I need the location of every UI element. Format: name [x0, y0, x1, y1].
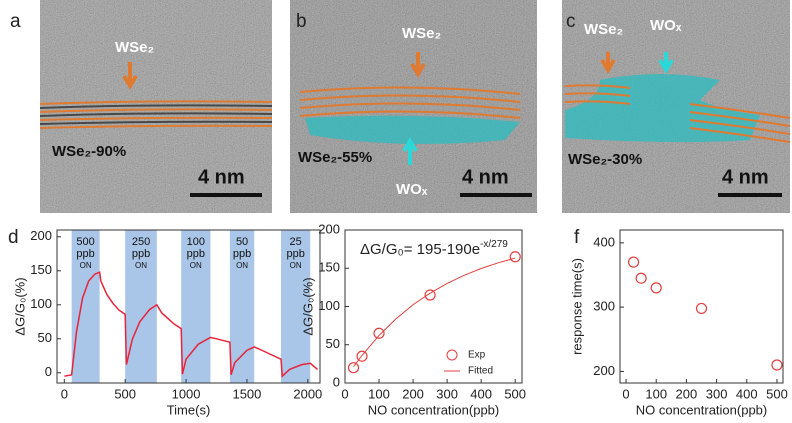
x-tick-label: 0: [341, 386, 348, 401]
x-tick-label: 500: [504, 386, 526, 401]
x-tick-label: 200: [402, 386, 424, 401]
interval-label: 250: [132, 236, 150, 248]
oxide-label: WOₓ: [650, 17, 682, 34]
interval-label: ON: [80, 261, 92, 270]
on-interval: [125, 230, 157, 383]
on-interval: [229, 230, 255, 383]
y-tick-label: 0: [333, 374, 340, 389]
y-tick-label: 150: [30, 262, 52, 277]
x-tick-label: 100: [368, 386, 390, 401]
data-point: [356, 350, 368, 362]
interval-label: 25: [290, 236, 302, 248]
y-axis-title: ΔG/G₀(%): [12, 277, 27, 335]
legend-label: Fitted: [468, 366, 493, 377]
x-tick-label: 1500: [232, 386, 261, 401]
data-line: [353, 257, 516, 368]
y-axis-title: response time(s): [569, 258, 584, 355]
x-tick-label: 500: [114, 386, 136, 401]
panel-label: d: [8, 227, 19, 248]
interval-label: ppb: [233, 248, 251, 260]
on-interval: [71, 230, 100, 383]
panel-label: a: [10, 11, 21, 32]
interval-label: ppb: [187, 248, 205, 260]
data-line: [64, 271, 319, 378]
data-point: [635, 272, 647, 284]
data-point: [424, 289, 436, 301]
y-tick-label: 400: [593, 234, 615, 249]
y-tick-label: 200: [593, 363, 615, 378]
y-tick-label: 50: [38, 330, 52, 345]
interval-label: ppb: [76, 248, 94, 260]
interval-label: ON: [135, 261, 147, 270]
x-tick-label: 400: [470, 386, 492, 401]
interval-label: 100: [187, 236, 205, 248]
x-axis-title: NO concentration(ppb): [636, 402, 768, 417]
tem-image-c: [562, 0, 791, 213]
tem-image-b: [290, 0, 537, 213]
on-interval: [281, 230, 311, 383]
interval-label: ON: [236, 261, 248, 270]
interval-label: ON: [190, 261, 202, 270]
x-tick-label: 300: [436, 386, 458, 401]
data-point: [373, 327, 385, 339]
fit-equation-exponent: -x/279: [480, 239, 508, 250]
data-point: [509, 251, 521, 263]
x-tick-label: 400: [736, 386, 758, 401]
x-tick-label: 100: [645, 386, 667, 401]
plot-frame: [56, 229, 321, 384]
layer-label: WSe₂: [402, 25, 441, 42]
composition-label: WSe₂-55%: [298, 149, 372, 166]
x-tick-label: 0: [622, 386, 629, 401]
legend-swatch: [446, 349, 458, 361]
y-tick-label: 0: [45, 364, 52, 379]
panel-label: b: [296, 11, 307, 32]
fit-equation: ΔG/G₀= 195-190e-x/279: [360, 239, 508, 258]
data-point: [650, 282, 662, 294]
layer-label: WSe₂: [115, 39, 154, 56]
y-tick-label: 300: [593, 299, 615, 314]
y-axis-title: ΔG/G₀(%): [300, 277, 315, 335]
data-point: [627, 256, 640, 268]
legend-label: Exp: [468, 350, 486, 361]
layer-label: WSe₂: [584, 21, 623, 38]
data-point: [347, 362, 360, 374]
interval-label: ppb: [132, 248, 150, 260]
panel-label: f: [574, 227, 580, 248]
tem-image-a: [39, 0, 273, 213]
composition-label: WSe₂-90%: [52, 143, 126, 160]
x-tick-label: 200: [676, 386, 698, 401]
y-tick-label: 100: [30, 296, 52, 311]
data-point: [771, 359, 783, 371]
interval-label: ON: [290, 261, 302, 270]
scale-label: 4 nm: [198, 166, 245, 188]
y-tick-label: 200: [318, 221, 340, 236]
y-tick-label: 100: [318, 298, 340, 313]
scale-label: 4 nm: [462, 166, 509, 188]
y-tick-label: 50: [326, 336, 340, 351]
interval-label: 500: [76, 236, 94, 248]
y-tick-label: 150: [318, 260, 340, 275]
plot-frame: [619, 229, 784, 384]
composition-label: WSe₂-30%: [568, 151, 642, 168]
on-interval: [181, 230, 211, 383]
scale-label: 4 nm: [722, 166, 769, 188]
x-tick-label: 300: [706, 386, 728, 401]
x-tick-label: 2000: [293, 386, 322, 401]
x-tick-label: 0: [61, 386, 68, 401]
fit-equation-base: ΔG/G₀= 195-190e: [360, 241, 480, 258]
x-tick-label: 500: [766, 386, 788, 401]
interval-label: ppb: [286, 248, 304, 260]
data-point: [695, 302, 708, 315]
oxide-label: WOₓ: [396, 181, 428, 198]
x-axis-title: NO concentration(ppb): [368, 402, 500, 417]
x-axis-title: Time(s): [167, 402, 211, 417]
interval-label: 50: [236, 236, 248, 248]
y-tick-label: 200: [30, 228, 52, 243]
panel-label: c: [566, 11, 576, 32]
x-tick-label: 1000: [172, 386, 201, 401]
